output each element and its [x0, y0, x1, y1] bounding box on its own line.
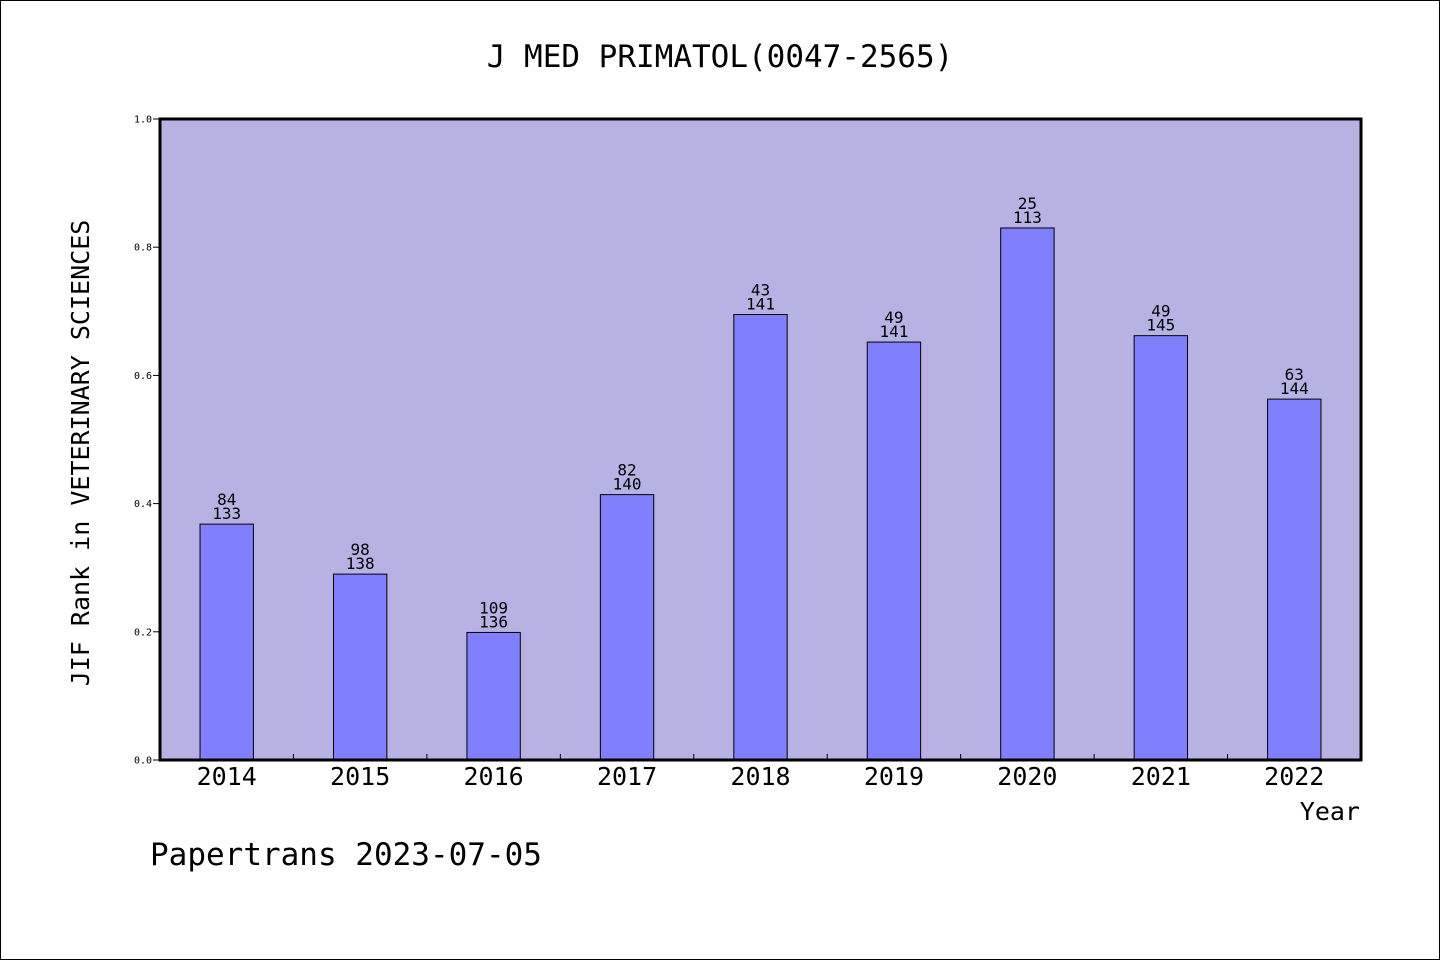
bar-total-label: 133: [212, 504, 241, 523]
bar-2020: [1000, 227, 1055, 761]
y-axis-label: JIF Rank in VETERINARY SCIENCES: [66, 220, 95, 687]
bar-2019: [866, 341, 922, 761]
x-tick-label: 2015: [330, 762, 390, 791]
bar-rank-label: 49: [1151, 302, 1170, 321]
x-tick-label: 2018: [730, 762, 790, 791]
x-tick-label: 2021: [1131, 762, 1191, 791]
bar-rank-label: 98: [351, 540, 370, 559]
x-tick-label: 2019: [864, 762, 924, 791]
y-tick-label: 0.6: [134, 371, 152, 382]
bar-total-label: 136: [479, 612, 508, 631]
bar-2021: [1133, 335, 1189, 761]
x-axis-label: Year: [1300, 797, 1360, 826]
chart-title: J MED PRIMATOL(0047-2565): [487, 39, 954, 75]
bar-total-label: 144: [1280, 379, 1309, 398]
bar-rank-label: 84: [217, 490, 236, 509]
x-tick-label: 2017: [597, 762, 657, 791]
bar-rank-label: 25: [1018, 194, 1037, 213]
bar-2022: [1267, 398, 1322, 761]
bar-2016: [466, 631, 521, 761]
bar-rank-label: 43: [751, 281, 770, 300]
bar-2017: [599, 494, 655, 761]
bars: [199, 227, 1322, 761]
y-tick-label: 0.4: [134, 499, 152, 510]
bar-total-label: 113: [1013, 208, 1042, 227]
y-tick-label: 0.8: [134, 243, 152, 254]
x-tick-label: 2020: [997, 762, 1057, 791]
bar-rank-label: 109: [479, 598, 508, 617]
x-tick-label: 2014: [197, 762, 257, 791]
bar-rank-label: 49: [884, 308, 903, 327]
y-tick-label: 0.0: [134, 756, 152, 767]
bar-total-label: 140: [613, 475, 642, 494]
bar-total-label: 141: [746, 295, 775, 314]
bar-total-label: 141: [879, 322, 908, 341]
bar-2015: [332, 573, 388, 761]
y-tick-label: 1.0: [134, 115, 152, 126]
y-tick-label: 0.2: [134, 627, 152, 638]
footer-credit: Papertrans 2023-07-05: [150, 837, 542, 873]
bar-rank-label: 63: [1285, 365, 1304, 384]
bar-2018: [733, 314, 788, 761]
x-tick-label: 2022: [1264, 762, 1324, 791]
bar-rank-label: 82: [617, 461, 636, 480]
bar-labels: 8413320149813820151091362016821402017431…: [197, 194, 1325, 791]
x-tick-label: 2016: [464, 762, 524, 791]
bar-total-label: 145: [1146, 316, 1175, 335]
bar-total-label: 138: [346, 554, 375, 573]
plot-border: [158, 117, 1363, 762]
bar-2014: [199, 523, 254, 761]
